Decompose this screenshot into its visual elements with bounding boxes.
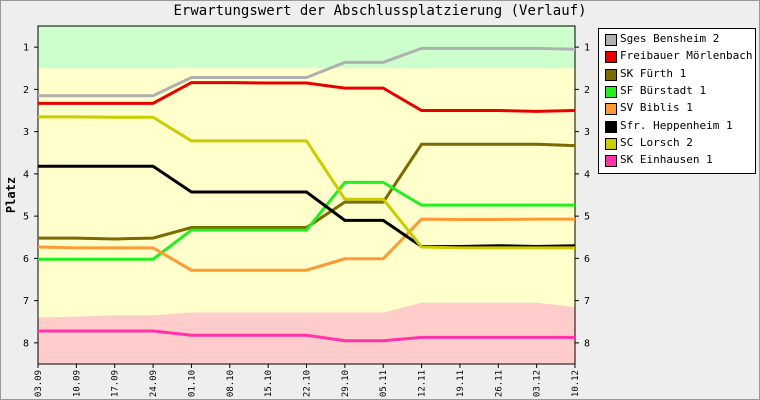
legend-label: SK Einhausen 1 xyxy=(620,153,713,167)
background-band-3 xyxy=(38,302,575,364)
series-line-5 xyxy=(37,217,575,272)
y-tick-label-right: 6 xyxy=(584,254,590,265)
legend-label: SF Bürstadt 1 xyxy=(620,83,707,97)
series-line-1 xyxy=(38,46,576,98)
legend-label: Sges Bensheim 2 xyxy=(620,32,720,45)
legend-label: Freibauer Mörlenbach 2 xyxy=(620,49,760,63)
y-tick-label-right: 1 xyxy=(584,43,590,54)
legend-label: SC Lorsch 2 xyxy=(620,135,693,149)
y-tick-label-right: 3 xyxy=(584,127,590,138)
background-band-1 xyxy=(38,26,575,69)
series-line-7 xyxy=(38,115,575,250)
y-tick-label-left: 8 xyxy=(23,338,29,349)
x-tick-label: 29.10 xyxy=(341,370,351,397)
y-tick-label-left: 3 xyxy=(23,127,29,138)
x-tick-label: 03.12 xyxy=(533,370,543,397)
legend-swatch xyxy=(605,120,617,133)
series-line-3 xyxy=(38,142,576,241)
legend-swatch xyxy=(605,34,617,46)
legend-label: SV Biblis 1 xyxy=(620,101,693,115)
y-tick-label-right: 5 xyxy=(584,212,590,223)
x-tick-label: 05.11 xyxy=(379,370,389,397)
series-line-8 xyxy=(38,329,575,343)
x-tick-label: 01.10 xyxy=(187,370,197,397)
legend-swatch xyxy=(605,68,617,81)
x-tick-label: 17.09 xyxy=(111,370,121,397)
y-tick-label-left: 4 xyxy=(23,169,29,180)
x-tick-label: 26.11 xyxy=(494,370,504,397)
y-tick-label-left: 6 xyxy=(23,254,29,265)
y-tick-label-right: 8 xyxy=(584,338,590,349)
x-tick-label: 15.10 xyxy=(264,370,274,397)
chart-title: Erwartungswert der Abschlussplatzierung … xyxy=(173,3,587,19)
x-tick-label: 10.12 xyxy=(571,370,581,397)
legend-swatch xyxy=(605,51,617,64)
y-tick-label-left: 5 xyxy=(23,212,29,223)
legend-label: SK Fürth 1 xyxy=(620,66,687,80)
y-tick-label-right: 2 xyxy=(584,85,590,96)
y-tick-label-right: 4 xyxy=(584,169,590,180)
x-tick-label: 12.11 xyxy=(418,370,428,397)
legend-label: Sfr. Heppenheim 1 xyxy=(620,118,733,132)
legend: Sges Bensheim 2 Freibauer Mörlenbach 2 SK … xyxy=(598,28,760,174)
series-line-6 xyxy=(38,164,576,249)
series-line-4 xyxy=(38,180,575,261)
legend-swatch xyxy=(605,155,617,168)
x-tick-label: 08.10 xyxy=(226,370,236,397)
x-tick-label: 24.09 xyxy=(149,370,159,397)
y-tick-label-right: 7 xyxy=(584,296,590,307)
legend-swatch xyxy=(605,137,617,150)
y-tick-label-left: 7 xyxy=(23,296,29,307)
legend-swatch xyxy=(605,85,617,98)
legend-swatch xyxy=(605,103,617,116)
y-tick-label-left: 1 xyxy=(23,43,29,54)
x-tick-label: 22.10 xyxy=(303,370,313,397)
x-tick-label: 19.11 xyxy=(456,370,466,397)
x-tick-label: 03.09 xyxy=(34,370,44,397)
y-tick-label-left: 2 xyxy=(23,85,29,96)
series-line-2 xyxy=(38,81,576,113)
x-tick-label: 10.09 xyxy=(72,370,82,397)
